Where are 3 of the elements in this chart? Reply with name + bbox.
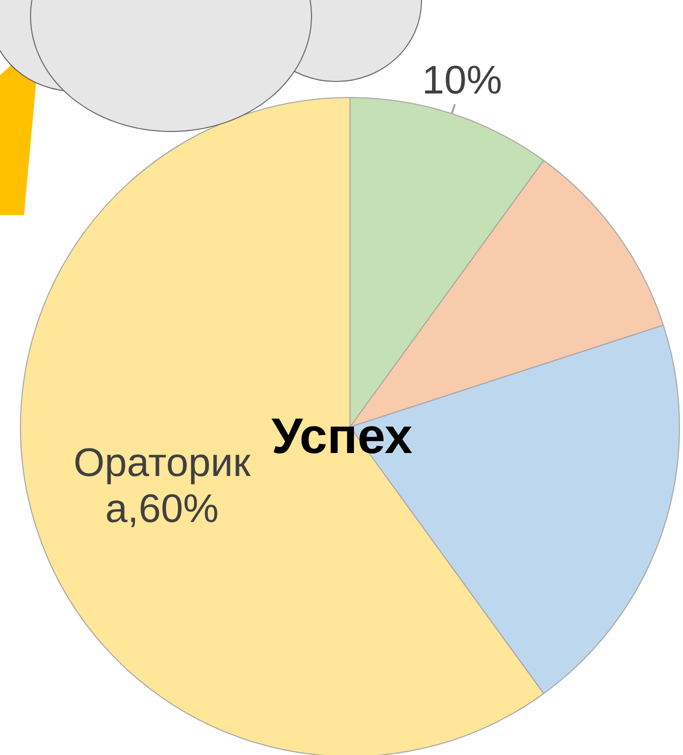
slice-label: Ораторика,60% [74,441,251,532]
text: Успех [272,408,413,464]
data-label: 10% [422,58,502,102]
